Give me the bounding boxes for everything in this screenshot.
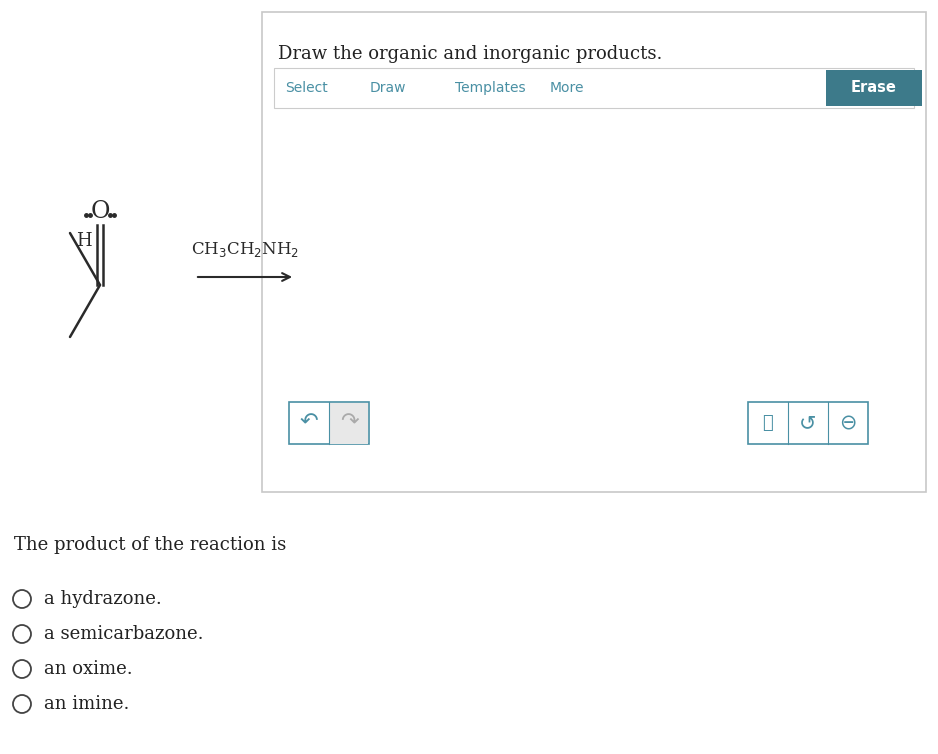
Text: H: H <box>76 232 92 250</box>
Text: Templates: Templates <box>455 81 525 95</box>
Bar <box>748 402 868 444</box>
Text: ↺: ↺ <box>799 413 817 433</box>
Text: a hydrazone.: a hydrazone. <box>44 590 161 608</box>
Text: O: O <box>90 200 110 222</box>
Text: The product of the reaction is: The product of the reaction is <box>14 536 286 554</box>
Bar <box>262 12 926 492</box>
Text: Erase: Erase <box>851 81 897 96</box>
Text: ↶: ↶ <box>299 413 318 433</box>
Text: an oxime.: an oxime. <box>44 660 132 678</box>
Text: Select: Select <box>285 81 327 95</box>
Text: an imine.: an imine. <box>44 695 129 713</box>
Bar <box>329 403 369 443</box>
Text: 🔍: 🔍 <box>763 414 773 432</box>
Bar <box>289 402 369 444</box>
Bar <box>274 68 914 108</box>
Text: a semicarbazone.: a semicarbazone. <box>44 625 204 643</box>
Text: CH$_3$CH$_2$NH$_2$: CH$_3$CH$_2$NH$_2$ <box>191 240 299 259</box>
Text: More: More <box>550 81 584 95</box>
Text: ⊖: ⊖ <box>840 413 856 433</box>
Text: Draw: Draw <box>370 81 406 95</box>
Text: Draw the organic and inorganic products.: Draw the organic and inorganic products. <box>278 45 662 63</box>
Bar <box>826 70 922 106</box>
Text: ↷: ↷ <box>340 413 358 433</box>
